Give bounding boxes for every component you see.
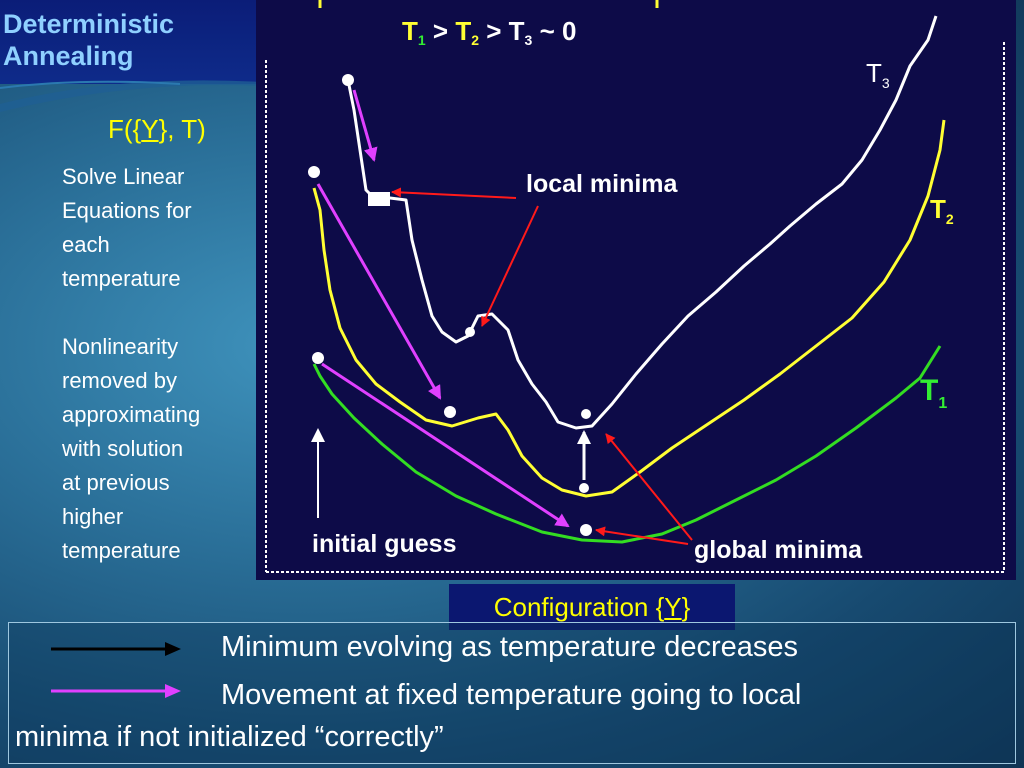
- legend-item-fixed-temp-line1: Movement at fixed temperature going to l…: [221, 679, 802, 711]
- t1-curve: [312, 345, 942, 544]
- t2-global-min-point: [579, 483, 589, 493]
- formula-label: F({Y}, T): [108, 114, 206, 145]
- t3-curve: [346, 15, 938, 430]
- header-gt2: >: [479, 16, 509, 46]
- note-line: approximating: [62, 402, 201, 427]
- red-arrow-local-1: [391, 187, 517, 199]
- t2-label: T2: [930, 194, 954, 227]
- note-line: removed by: [62, 368, 177, 393]
- t1-label-sub: 1: [938, 395, 947, 412]
- t3-label: T3: [866, 58, 890, 91]
- t2-label-sub: 2: [946, 211, 954, 227]
- legend-black-arrow-icon: [51, 642, 181, 656]
- header-sub2: 2: [471, 32, 479, 48]
- formula-variable: Y: [141, 114, 159, 144]
- annealing-diagram: T1 > T2 > T3 ~ 0 T3 T2 T1 l: [256, 0, 1016, 580]
- red-arrow-global-1: [595, 526, 689, 545]
- t3-global-min-point: [581, 409, 591, 419]
- header-t1: T: [402, 16, 418, 46]
- note-line: higher: [62, 504, 124, 529]
- header-t3: T: [509, 16, 525, 46]
- global-minima-label: global minima: [694, 536, 863, 564]
- magenta-arrow-t3: [352, 89, 378, 162]
- note-line: each: [62, 232, 110, 257]
- t3-local-min-point: [368, 192, 390, 206]
- header-gt1: >: [426, 16, 456, 46]
- red-arrow-global-2: [605, 433, 693, 541]
- config-variable: Y: [664, 592, 682, 622]
- t2-label-letter: T: [930, 194, 946, 224]
- config-prefix: Configuration {: [493, 592, 665, 622]
- local-minima-label: local minima: [526, 170, 679, 198]
- config-suffix: }: [681, 592, 691, 622]
- header-t2: T: [455, 16, 471, 46]
- note-nonlinearity: Nonlinearity removed by approximating wi…: [62, 330, 247, 568]
- note-line: temperature: [62, 266, 181, 291]
- title-line-1: Deterministic: [3, 9, 175, 39]
- header-sub3: 3: [525, 32, 533, 48]
- annealing-diagram-svg: T1 > T2 > T3 ~ 0 T3 T2 T1 l: [265, 0, 1005, 573]
- legend-box: Minimum evolving as temperature decrease…: [8, 622, 1016, 764]
- t1-initial-point: [312, 352, 324, 364]
- t3-second-local-min-point: [465, 327, 475, 337]
- header-tail: ~ 0: [532, 16, 576, 46]
- temperature-ordering: T1 > T2 > T3 ~ 0: [402, 16, 576, 48]
- title-bar: Deterministic Annealing: [0, 0, 262, 112]
- formula-prefix: F({: [108, 114, 142, 144]
- title-swoosh-decoration: [0, 80, 262, 112]
- slide-title: Deterministic Annealing: [3, 8, 174, 72]
- note-linear-equations: Solve Linear Equations for each temperat…: [62, 160, 247, 296]
- t3-label-letter: T: [866, 58, 882, 88]
- note-line: at previous: [62, 470, 170, 495]
- t1-global-min-point: [580, 524, 592, 536]
- t2-initial-point: [308, 166, 320, 178]
- formula-suffix: }, T): [158, 114, 206, 144]
- t1-label: T1: [920, 374, 947, 412]
- magenta-arrow-t1: [321, 362, 570, 528]
- t3-initial-point: [342, 74, 354, 86]
- note-line: Nonlinearity: [62, 334, 179, 359]
- legend-item-fixed-temp-line2: minima if not initialized “correctly”: [15, 721, 444, 753]
- note-line: Equations for: [62, 198, 192, 223]
- note-line: Solve Linear: [62, 164, 185, 189]
- header-sub1: 1: [418, 32, 426, 48]
- t1-label-letter: T: [920, 374, 938, 407]
- red-arrow-local-2: [481, 205, 539, 327]
- magenta-arrow-t2: [316, 183, 442, 400]
- legend-item-evolving: Minimum evolving as temperature decrease…: [221, 631, 799, 663]
- title-line-2: Annealing: [3, 41, 134, 71]
- t2-curve: [312, 119, 946, 498]
- t3-label-sub: 3: [882, 75, 890, 91]
- legend-magenta-arrow-icon: [51, 684, 181, 698]
- note-line: temperature: [62, 538, 181, 563]
- note-line: with solution: [62, 436, 184, 461]
- initial-guess-label: initial guess: [312, 530, 456, 558]
- t2-local-min-point: [444, 406, 456, 418]
